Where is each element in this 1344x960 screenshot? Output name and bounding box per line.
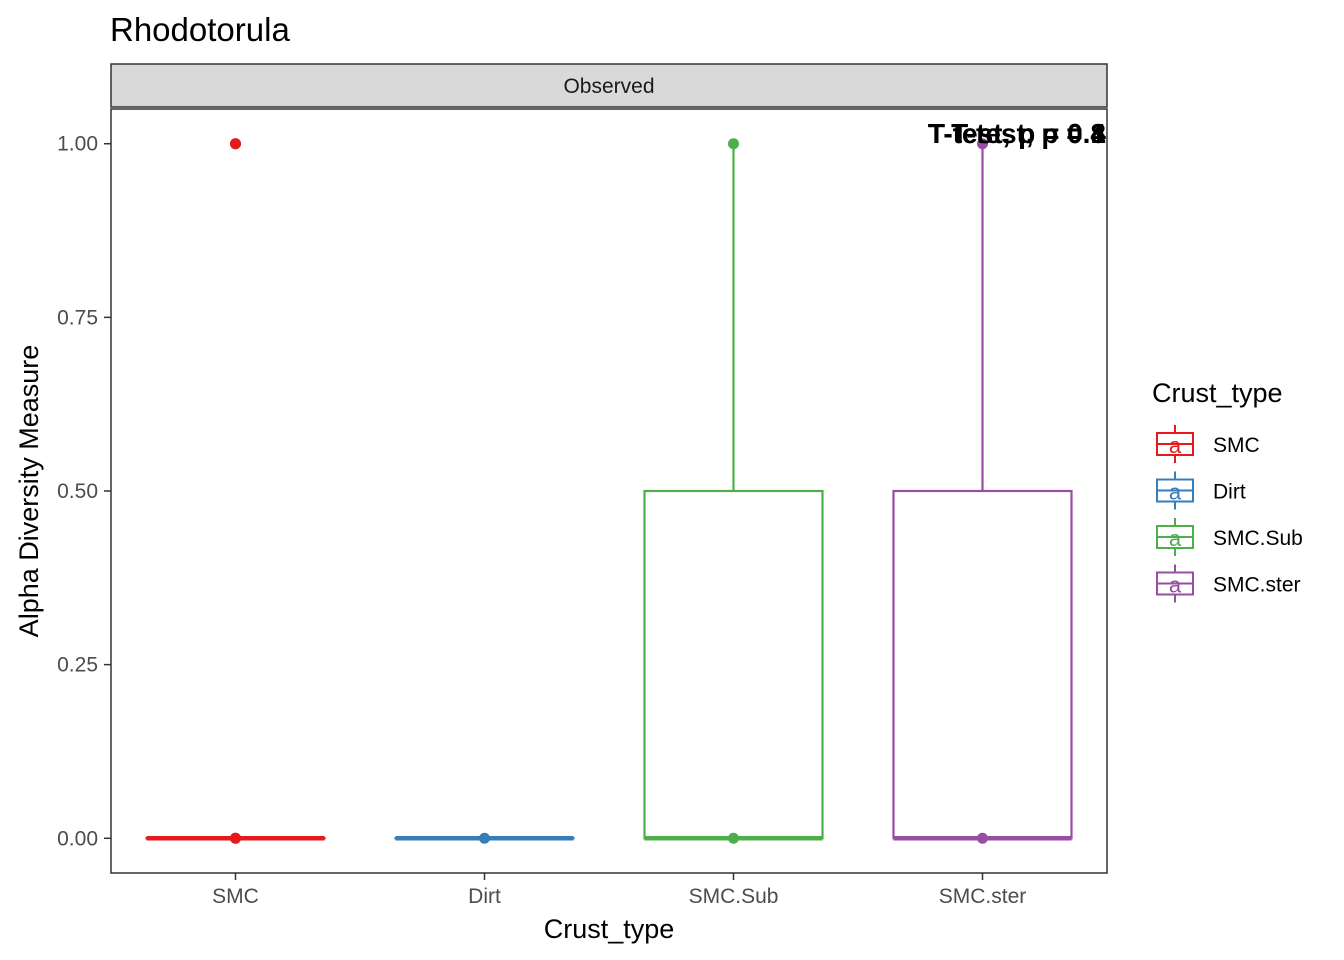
y-tick-label: 0.50 — [57, 480, 98, 503]
x-tick-label: SMC.Sub — [689, 885, 779, 908]
legend: Crust_type a SMC a Dirt a SMC.Sub a SMC.ster — [1152, 378, 1303, 603]
data-point — [230, 138, 241, 150]
box-plots — [145, 138, 1073, 841]
legend-label: SMC — [1213, 434, 1260, 457]
legend-key-letter: a — [1169, 480, 1182, 505]
y-tick-label: 0.75 — [57, 306, 98, 329]
data-points — [230, 138, 988, 844]
legend-key-letter: a — [1169, 433, 1182, 458]
chart-title: Rhodotorula — [110, 11, 290, 48]
data-point — [977, 138, 988, 150]
x-tick-label: SMC.ster — [939, 885, 1027, 908]
x-tick-label: SMC — [212, 885, 259, 908]
y-tick-label: 0.00 — [57, 827, 98, 850]
box-body — [892, 489, 1073, 840]
x-axis: SMC Dirt SMC.Sub SMC.ster — [212, 873, 1026, 908]
legend-key-letter: a — [1169, 526, 1182, 551]
data-point — [230, 832, 241, 844]
legend-title: Crust_type — [1152, 378, 1283, 408]
legend-item-smc: a SMC — [1156, 425, 1260, 463]
data-point — [728, 138, 739, 150]
y-axis: 0.00 0.25 0.50 0.75 1.00 — [57, 133, 111, 850]
x-axis-title: Crust_type — [544, 914, 675, 944]
legend-label: SMC.ster — [1213, 574, 1301, 597]
facet-label: Observed — [563, 75, 654, 98]
legend-key-letter: a — [1169, 573, 1182, 598]
data-point — [479, 832, 490, 844]
data-point — [977, 832, 988, 844]
box-body — [643, 489, 824, 840]
box-smc-ster — [892, 143, 1073, 841]
test-annotation: T-test, p = 0.4 — [928, 118, 1107, 149]
legend-label: Dirt — [1213, 481, 1246, 504]
y-tick-label: 0.25 — [57, 654, 98, 677]
y-axis-title: Alpha Diversity Measure — [14, 345, 44, 638]
test-annotation: T-test, p = 1 — [951, 118, 1106, 149]
y-tick-label: 1.00 — [57, 133, 98, 156]
x-tick-label: Dirt — [468, 885, 501, 908]
facet-strip — [110, 63, 1108, 108]
legend-label: SMC.Sub — [1213, 527, 1303, 550]
test-annotation: T-test, p = 0.8 — [928, 118, 1106, 149]
data-point — [728, 832, 739, 844]
legend-item-smc-sub: a SMC.Sub — [1156, 518, 1303, 556]
legend-item-smc-ster: a SMC.ster — [1156, 564, 1301, 603]
test-annotations: T-test, p = 0.4T-test, p = 0.8T-test, p … — [928, 118, 1107, 149]
legend-item-dirt: a Dirt — [1156, 471, 1246, 510]
